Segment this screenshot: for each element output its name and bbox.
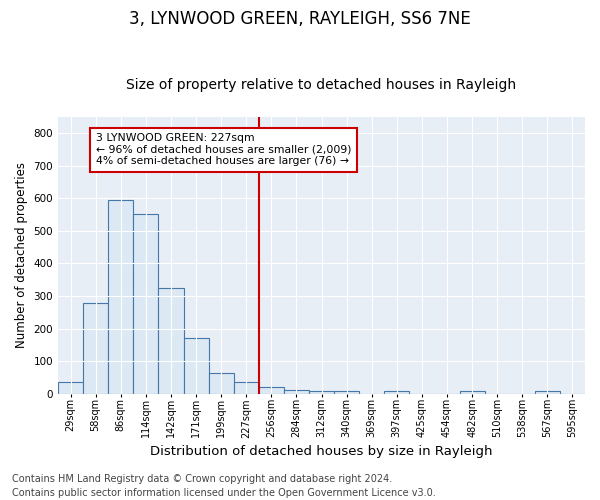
Text: 3 LYNWOOD GREEN: 227sqm
← 96% of detached houses are smaller (2,009)
4% of semi-: 3 LYNWOOD GREEN: 227sqm ← 96% of detache… — [95, 133, 351, 166]
X-axis label: Distribution of detached houses by size in Rayleigh: Distribution of detached houses by size … — [150, 444, 493, 458]
Y-axis label: Number of detached properties: Number of detached properties — [15, 162, 28, 348]
Bar — [259, 388, 284, 394]
Bar — [108, 200, 133, 394]
Bar — [209, 372, 233, 394]
Bar — [233, 382, 259, 394]
Bar — [158, 288, 184, 394]
Text: 3, LYNWOOD GREEN, RAYLEIGH, SS6 7NE: 3, LYNWOOD GREEN, RAYLEIGH, SS6 7NE — [129, 10, 471, 28]
Title: Size of property relative to detached houses in Rayleigh: Size of property relative to detached ho… — [127, 78, 517, 92]
Bar — [284, 390, 309, 394]
Bar — [83, 302, 108, 394]
Bar — [309, 392, 334, 394]
Bar — [133, 214, 158, 394]
Bar — [384, 392, 409, 394]
Bar — [334, 390, 359, 394]
Text: Contains HM Land Registry data © Crown copyright and database right 2024.
Contai: Contains HM Land Registry data © Crown c… — [12, 474, 436, 498]
Bar — [460, 392, 485, 394]
Bar — [535, 392, 560, 394]
Bar — [58, 382, 83, 394]
Bar — [184, 338, 209, 394]
